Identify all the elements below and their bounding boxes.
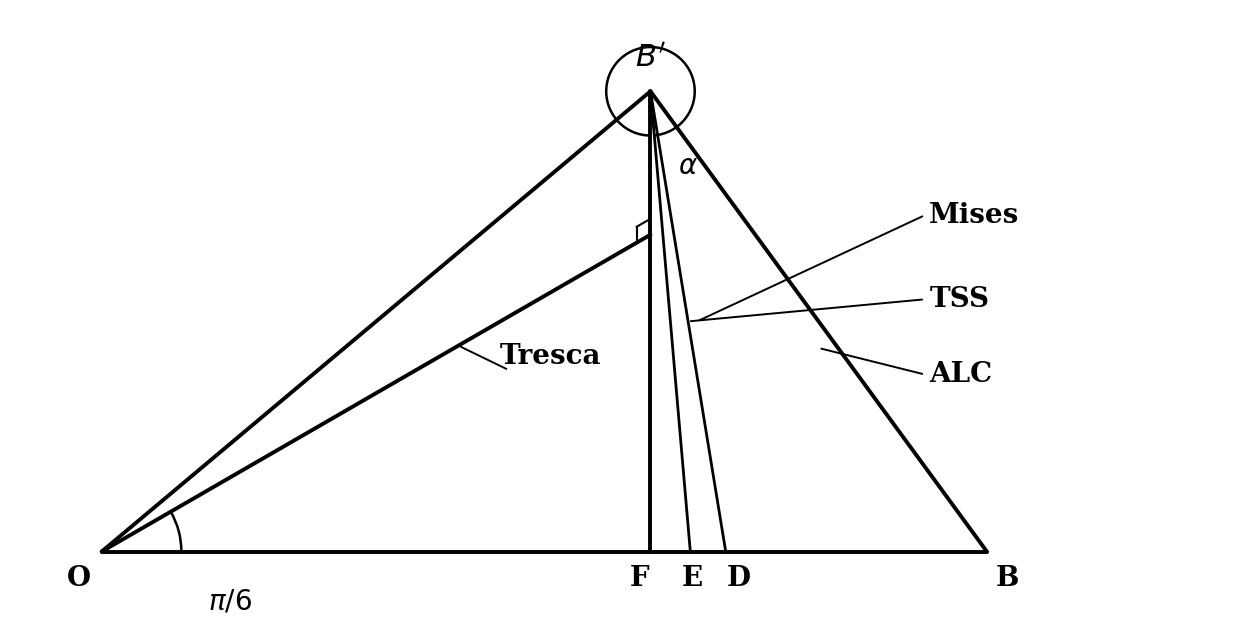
Text: F: F <box>631 565 649 592</box>
Text: Mises: Mises <box>929 202 1020 229</box>
Text: D: D <box>727 565 751 592</box>
Text: $\pi/6$: $\pi/6$ <box>208 589 252 616</box>
Text: E: E <box>681 565 703 592</box>
Text: $B'$: $B'$ <box>636 42 665 74</box>
Text: Tresca: Tresca <box>501 344 601 370</box>
Text: ALC: ALC <box>929 361 992 388</box>
Text: TSS: TSS <box>929 286 989 313</box>
Text: O: O <box>67 565 92 592</box>
Text: B: B <box>996 565 1018 592</box>
Text: $\alpha$: $\alpha$ <box>678 153 698 180</box>
